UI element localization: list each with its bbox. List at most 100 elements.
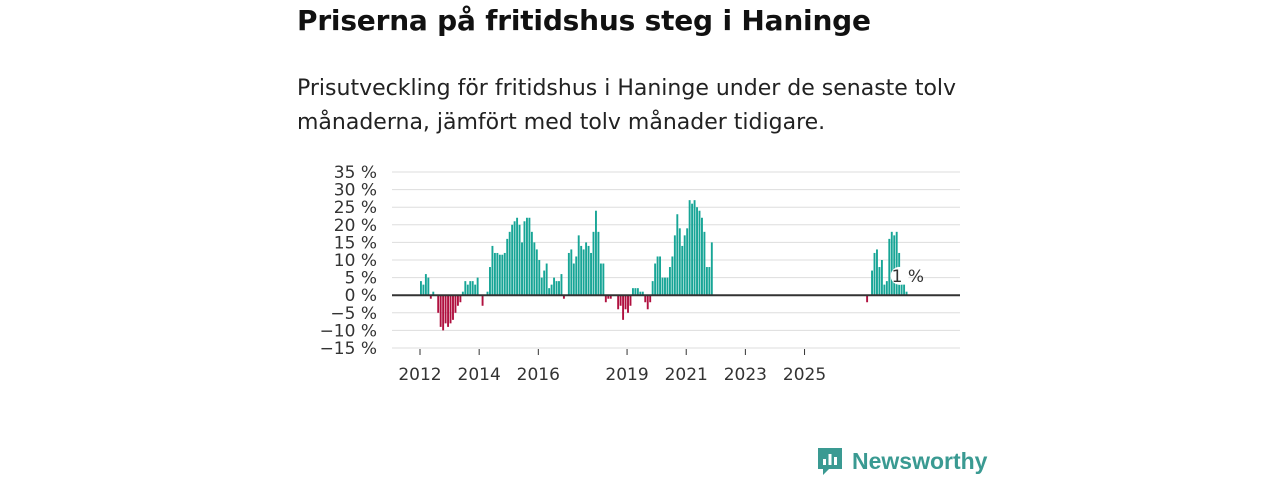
bar: [518, 224, 521, 296]
x-axis-ticks: 2012 2014 2016 2019 2021 2023 2025: [398, 349, 826, 385]
bar: [461, 291, 464, 296]
bar: [631, 288, 634, 296]
bar: [580, 245, 583, 296]
bar: [634, 288, 637, 296]
bar: [659, 256, 662, 296]
bar: [456, 295, 459, 306]
bar: [607, 295, 610, 299]
bar: [420, 281, 422, 296]
chart-subtitle: Prisutveckling för fritidshus i Haninge …: [297, 76, 957, 135]
bar: [636, 288, 639, 296]
y-axis-ticks: 35 %30 %25 %20 %15 %10 %5 %0 %−5 %−10 %−…: [320, 163, 377, 359]
bar: [540, 277, 543, 296]
bar-chart: 35 %30 %25 %20 %15 %10 %5 %0 %−5 %−10 %−…: [320, 163, 960, 385]
bar: [705, 267, 708, 296]
bar: [678, 228, 681, 296]
bar: [895, 231, 898, 296]
bar: [577, 235, 580, 296]
bar: [491, 245, 494, 296]
bar: [469, 281, 472, 296]
bar: [543, 270, 546, 296]
bar: [422, 284, 425, 296]
bar: [602, 263, 605, 296]
bar: [676, 214, 679, 296]
bar: [871, 270, 873, 296]
bar: [888, 238, 891, 296]
bar: [880, 260, 883, 296]
bar: [629, 295, 632, 306]
y-tick-label: −15 %: [320, 339, 377, 359]
bar: [489, 267, 491, 296]
bar: [590, 252, 592, 296]
bar: [609, 295, 612, 299]
bar: [447, 295, 450, 327]
bar: [708, 267, 711, 296]
bar: [604, 295, 607, 303]
bar: [673, 235, 676, 296]
bar: [651, 281, 654, 296]
bar: [885, 281, 888, 296]
bars: [420, 200, 908, 331]
bar: [498, 254, 501, 296]
x-tick-label: 2012: [398, 365, 441, 385]
bar: [442, 295, 445, 331]
bar: [624, 295, 627, 310]
bar: [449, 295, 452, 324]
bar: [582, 249, 585, 296]
bar: [698, 210, 701, 296]
bar: [481, 295, 484, 306]
bar: [668, 267, 671, 296]
bar: [893, 235, 896, 296]
y-tick-label: 15 %: [334, 233, 377, 253]
bar: [562, 295, 565, 299]
bar: [619, 295, 622, 306]
bar: [459, 295, 462, 303]
bar: [866, 295, 869, 303]
y-tick-label: −10 %: [320, 321, 377, 341]
bar: [599, 263, 602, 296]
bar: [693, 200, 696, 296]
x-tick-label: 2025: [783, 365, 826, 385]
x-tick-label: 2023: [724, 365, 767, 385]
bar: [545, 263, 548, 296]
bar: [523, 221, 526, 296]
y-tick-label: 35 %: [334, 163, 377, 183]
last-value-label: 1 %: [892, 267, 924, 287]
bar: [641, 291, 644, 296]
bar: [664, 277, 666, 296]
bar: [688, 200, 691, 296]
bar: [703, 231, 706, 296]
last-value-marker: [890, 266, 909, 285]
bar: [656, 256, 659, 296]
bar: [528, 217, 531, 296]
bar: [696, 207, 698, 296]
bar: [548, 288, 551, 296]
bar: [513, 221, 516, 296]
bar: [432, 291, 435, 296]
bar: [681, 245, 684, 296]
bar: [595, 210, 597, 296]
bar: [671, 256, 674, 296]
bar: [903, 284, 906, 296]
bar: [471, 281, 474, 296]
bar: [646, 295, 649, 310]
brand-name: Newsworthy: [852, 447, 988, 474]
last-value-annotation: 1 %: [890, 266, 924, 287]
bar: [900, 284, 903, 296]
bar: [572, 263, 575, 296]
bar: [560, 274, 563, 296]
y-tick-label: 0 %: [345, 286, 377, 306]
bar: [555, 281, 558, 296]
newsworthy-logo-icon: [818, 448, 842, 475]
bar: [686, 228, 689, 296]
bar: [444, 295, 447, 324]
y-tick-label: −5 %: [330, 304, 377, 324]
bar: [521, 242, 523, 296]
bar: [427, 277, 430, 296]
bar: [644, 295, 647, 303]
bar: [474, 284, 477, 296]
y-tick-label: 20 %: [334, 216, 377, 236]
bar: [558, 281, 560, 296]
bar: [654, 263, 657, 296]
bar: [883, 284, 886, 296]
